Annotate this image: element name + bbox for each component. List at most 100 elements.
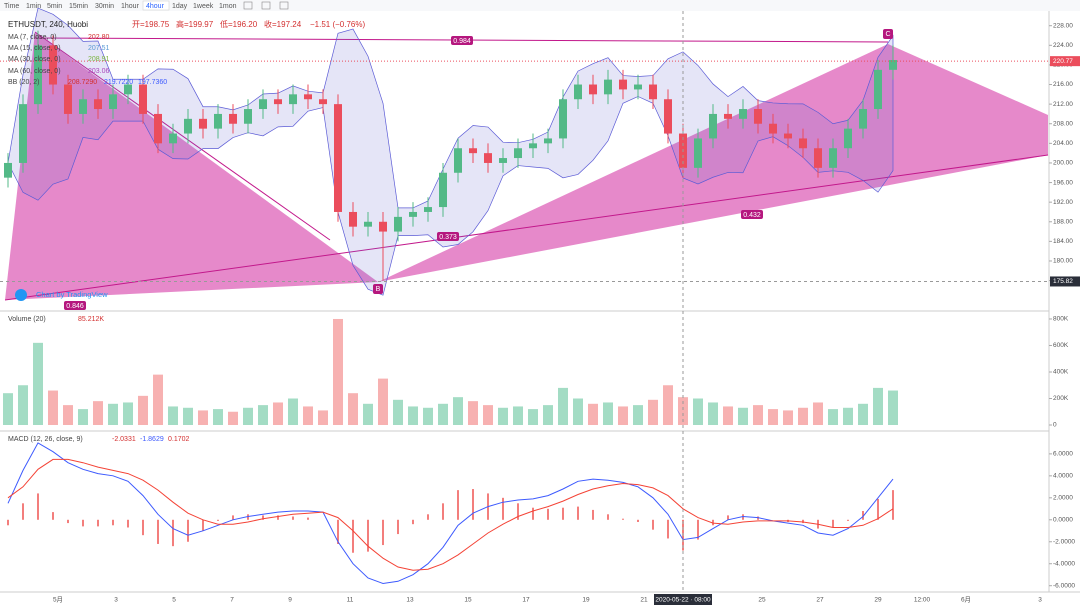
pattern-line [34,31,331,241]
candle-body [544,138,552,144]
interval-button[interactable]: 1week [193,3,214,10]
settings-icon[interactable] [261,1,271,10]
legend: ETHUSDT, 240, Huobi 开=198.75 高=199.97 低=… [8,19,365,443]
last-price: 220.77 [1053,58,1073,65]
candle-body [79,99,87,114]
interval-button[interactable]: 4hour [146,3,165,10]
last-price-tag [1050,56,1080,67]
indicator-value: 208.91 [88,56,110,63]
indicator-name: MA (60, close, 0) [8,68,61,75]
toolbar [0,0,1080,11]
indicator-name: MA (7, close, 0) [8,34,57,41]
pane-title: MACD (12, 26, close, 9) [8,436,83,443]
y-tick-label: 800K [1053,316,1069,323]
indicator-icon[interactable] [243,1,253,10]
volume-bar [378,378,388,425]
crosshair-time-tag [654,594,712,605]
time-axis: 5月 3 5 7 9 11 13 15 17 19 21 2020-05-22 … [53,594,1042,605]
toolbar-label: Time [4,3,19,10]
volume-bar [348,393,358,425]
time-label: 3 [114,597,118,604]
time-label: 6月 [961,596,971,604]
volume-bar [723,406,733,425]
candle-body [349,211,357,227]
time-label: 19 [582,597,590,604]
pattern-label: 0.373 [439,234,457,241]
candle-body [109,94,117,110]
volume-bar [3,393,13,425]
pane-value: -2.0331 [112,436,136,443]
candle-body [469,148,477,154]
fullscreen-icon[interactable] [279,1,289,10]
indicator-value: 197.7360 [138,79,167,86]
indicator-value: 202.80 [88,34,110,41]
candle-body [514,148,522,159]
time-label: 13 [406,597,414,604]
candle-body [154,113,162,144]
candle-body [754,109,762,124]
time-label: 12:00 [914,597,931,604]
volume-bar [648,399,658,425]
interval-button[interactable]: 30min [95,3,114,10]
pattern-tag [437,232,459,241]
bollinger-layer [7,7,894,296]
candle-body [709,113,717,139]
indicator-value: 203.06 [88,68,110,75]
y-tick-label: 0.0000 [1053,517,1073,524]
volume-bar [633,405,643,425]
candle-body [454,148,462,173]
active-interval [142,0,170,11]
interval-button[interactable]: 1hour [121,3,140,10]
volume-bar [183,407,193,425]
volume-bar [213,409,223,425]
time-label: 25 [758,597,766,604]
volume-bar [168,406,178,425]
y-tick-label: 228.00 [1053,22,1073,29]
crosshair-time: 2020-05-22 · 08:00 [655,597,711,604]
candle-body [484,153,492,163]
time-label: 17 [522,597,530,604]
volume-bar [543,405,553,425]
time-label: 3 [1038,597,1042,604]
candle-body [889,60,897,70]
volume-bar [588,403,598,425]
macd-line [7,458,894,571]
volume-bar [768,409,778,425]
interval-button[interactable]: 5min [47,3,62,10]
volume-bar [273,402,283,425]
volume-bar [138,395,148,425]
y-tick-label: 4.0000 [1053,473,1073,480]
y-tick-label: -4.0000 [1053,560,1075,567]
pattern-line [4,154,1049,301]
candle-body [694,138,702,168]
candle-body [724,113,732,119]
candle-body [409,211,417,217]
volume-bar [423,407,433,425]
y-tick-label: 224.00 [1053,42,1073,49]
indicator-name: MA (30, close, 0) [8,56,61,63]
macd-line [7,442,894,585]
volume-bar [678,397,688,425]
ohlc-open: 开=198.75 [132,20,170,29]
interval-button[interactable]: 15min [69,3,88,10]
candle-body [184,118,192,134]
interval-button[interactable]: 1min [26,3,41,10]
ohlc-close: 收=197.24 [264,19,302,29]
volume-bar [888,390,898,425]
candle-body [364,221,372,227]
interval-button[interactable]: 1mon [219,3,237,10]
marks-layer [3,30,898,585]
y-tick-label: 6.0000 [1053,451,1073,458]
interval-button[interactable]: 1day [172,3,188,10]
candle-body [649,84,657,100]
time-label: 11 [347,597,354,604]
y-tick-label: 0 [1053,422,1057,429]
indicator-value: 207.51 [88,45,110,52]
volume-bar [798,407,808,425]
candle-body [304,94,312,100]
volume-bar [843,407,853,425]
watermark: Chart by TradingView [36,290,108,299]
candle-body [319,99,327,105]
